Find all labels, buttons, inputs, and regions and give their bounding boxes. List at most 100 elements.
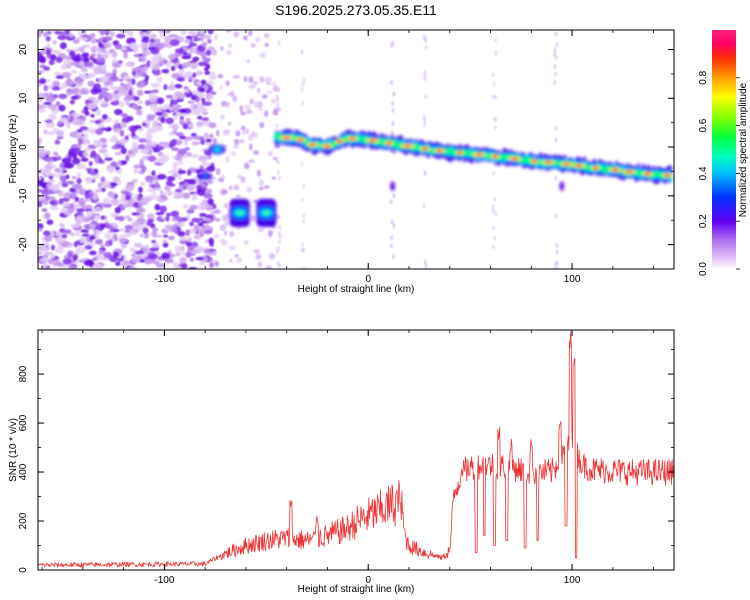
noise-blob (261, 94, 268, 99)
noise-blob (195, 256, 205, 261)
noise-blob (181, 62, 190, 68)
y-tick-label: -10 (18, 188, 29, 203)
noise-blob (202, 111, 209, 115)
noise-blob (172, 165, 178, 172)
noise-blob (126, 30, 133, 36)
noise-blob (80, 157, 89, 162)
noise-blob (209, 133, 214, 139)
noise-blob (207, 198, 214, 205)
noise-blob (46, 219, 54, 225)
noise-blob (274, 156, 278, 162)
noise-blob (152, 192, 157, 200)
noise-blob (233, 184, 240, 191)
noise-blob (44, 235, 53, 242)
noise-blob (152, 227, 159, 232)
noise-blob (38, 227, 43, 232)
noise-blob (118, 237, 128, 243)
noise-blob (148, 253, 158, 260)
noise-blob (195, 70, 203, 76)
noise-blob (49, 253, 55, 259)
noise-blob (250, 43, 257, 48)
noise-blob (159, 154, 169, 159)
ridge-hotspot-core (284, 136, 290, 140)
noise-blob (181, 55, 192, 60)
y-tick-label: 10 (18, 92, 29, 104)
noise-blob (88, 161, 93, 167)
noise-blob (189, 103, 195, 111)
noise-blob (424, 263, 428, 269)
noise-blob (66, 180, 75, 185)
noise-blob (124, 135, 129, 141)
noise-blob (138, 138, 147, 143)
noise-blob (117, 198, 124, 203)
noise-blob (100, 48, 107, 53)
noise-blob (104, 157, 113, 161)
noise-blob (188, 42, 197, 47)
noise-blob (65, 55, 73, 61)
noise-blob (189, 257, 195, 262)
noise-blob (140, 55, 147, 63)
noise-blob (56, 237, 66, 243)
noise-blob (55, 75, 64, 80)
noise-blob (127, 217, 133, 222)
noise-blob (204, 149, 212, 156)
noise-blob (150, 48, 160, 55)
noise-blob (196, 104, 205, 111)
noise-blob (554, 261, 558, 267)
noise-blob (141, 246, 150, 254)
noise-blob (62, 201, 71, 208)
noise-blob (185, 240, 193, 247)
noise-blob (191, 90, 199, 95)
noise-blob (59, 116, 68, 123)
snr-panel: -100 0 100 0 200 400 600 800 Height of straigh… (8, 329, 675, 595)
noise-blob (149, 103, 157, 111)
noise-blob (164, 30, 169, 33)
noise-blob (161, 252, 171, 260)
noise-blob (170, 210, 180, 218)
noise-blob (252, 132, 259, 138)
noise-blob (68, 50, 76, 57)
noise-blob (38, 176, 42, 181)
noise-blob (88, 96, 96, 101)
noise-blob (162, 242, 169, 248)
noise-blob (182, 46, 189, 51)
noise-blob (193, 234, 202, 240)
noise-blob (79, 236, 86, 244)
snr-x-label: Height of straight line (km) (298, 584, 415, 595)
noise-blob (120, 194, 126, 201)
spectrogram-y-label: Frequency (Hz) (8, 115, 19, 184)
noise-blob (188, 266, 198, 269)
noise-blob (194, 96, 200, 103)
noise-blob (42, 31, 49, 37)
noise-blob (256, 169, 262, 177)
noise-blob (76, 163, 86, 170)
noise-blob (113, 122, 123, 131)
noise-blob (239, 139, 245, 144)
noise-blob (151, 239, 157, 244)
noise-blob (89, 250, 97, 256)
noise-blob (44, 172, 54, 177)
noise-blob (143, 232, 150, 239)
noise-blob (178, 159, 183, 166)
noise-blob (47, 196, 56, 201)
noise-blob (67, 251, 74, 258)
noise-blob (201, 97, 206, 103)
noise-blob (70, 192, 77, 200)
noise-blob (42, 262, 48, 269)
noise-blob (110, 161, 117, 167)
noise-blob (553, 64, 557, 69)
noise-blob (91, 257, 98, 261)
noise-blob (197, 189, 206, 196)
noise-blob (554, 55, 558, 60)
noise-blob (208, 122, 217, 129)
noise-blob (114, 108, 123, 116)
noise-blob (83, 151, 89, 157)
x-tick-label: 100 (564, 575, 581, 586)
noise-blob (196, 184, 203, 189)
noise-blob (220, 114, 226, 120)
snr-frame (37, 329, 675, 571)
noise-blob (155, 146, 165, 151)
noise-blob (61, 183, 69, 188)
noise-blob (181, 251, 187, 256)
noise-blob (123, 203, 132, 208)
